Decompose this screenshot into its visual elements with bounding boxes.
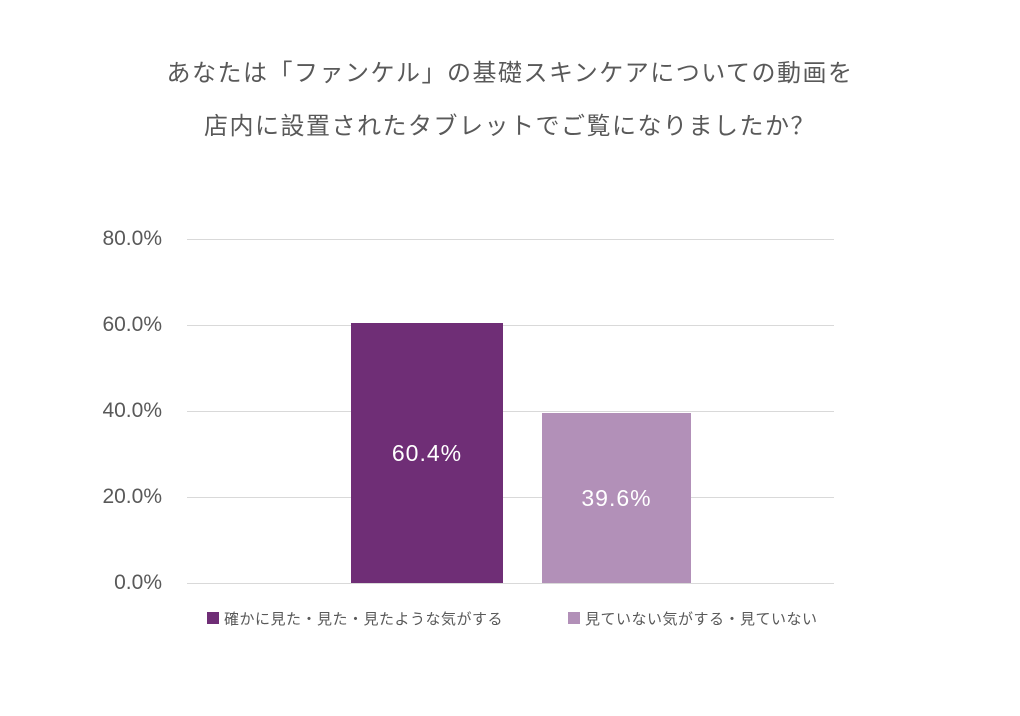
chart-title-line1: あなたは「ファンケル」の基礎スキンケアについての動画を [166,60,854,87]
gridline-80 [187,239,834,240]
bar-value-label-not-watched: 39.6% [581,484,652,511]
legend-swatch-watched-icon [207,612,219,624]
gridline-60 [187,325,834,326]
bar-value-label-watched: 60.4% [391,439,463,466]
plot-area: 60.4% 39.6% [187,239,834,584]
y-tick-label-80: 80.0% [102,227,162,250]
chart-title-line2: 店内に設置されたタブレットでご覧になりましたか？ [204,113,816,140]
legend-swatch-not-watched-icon [568,612,580,624]
bar-not-watched: 39.6% [542,413,691,583]
legend-label-not-watched: 見ていない気がする・見ていない [585,610,818,628]
legend-label-watched: 確かに見た・見た・見たような気がする [224,610,504,628]
gridline-40 [187,411,834,412]
y-tick-label-60: 60.0% [102,313,162,336]
legend-item-not-watched: 見ていない気がする・見ていない [568,604,818,632]
y-tick-label-20: 20.0% [102,485,162,508]
legend: 確かに見た・見た・見たような気がする 見ていない気がする・見ていない [0,604,1020,632]
chart-title: あなたは「ファンケル」の基礎スキンケアについての動画を 店内に設置されたタブレッ… [0,47,1020,153]
y-tick-label-40: 40.0% [102,399,162,422]
gridline-0 [187,583,834,584]
bar-watched: 60.4% [351,323,503,583]
legend-item-watched: 確かに見た・見た・見たような気がする [207,604,503,632]
y-tick-label-0: 0.0% [114,571,162,594]
gridline-20 [187,497,834,498]
